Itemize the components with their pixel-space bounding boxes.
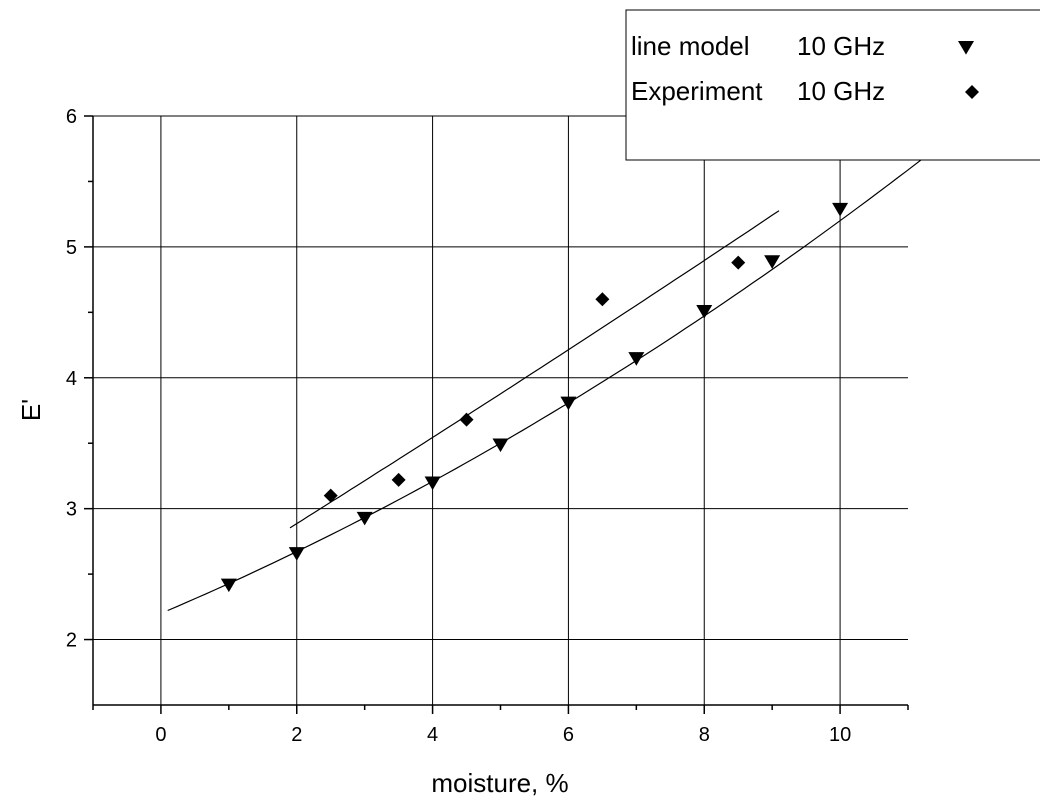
series-1-point-6 [628, 352, 645, 366]
series-1-point-2 [356, 511, 373, 526]
x-tick-label-1: 2 [291, 724, 302, 746]
x-tick-label-2: 4 [427, 724, 438, 746]
x-tick-label-5: 10 [829, 724, 851, 746]
x-tick-label-0: 0 [155, 724, 166, 746]
legend-series-2-frequency: 10 GHz [797, 76, 885, 106]
y-tick-label-4: 6 [66, 106, 77, 128]
series-2-point-3 [595, 292, 610, 307]
series-1-point-1 [288, 547, 305, 561]
series-1-point-8 [764, 255, 781, 269]
legend-box [625, 9, 1040, 161]
series-2-point-0 [323, 488, 338, 503]
series-1-point-0 [220, 578, 237, 593]
fit-lines [167, 148, 936, 612]
series-1-point-3 [424, 476, 441, 491]
legend-marker-series-2 [965, 85, 979, 99]
y-tick-label-3: 5 [66, 237, 77, 259]
series-1-point-7 [696, 305, 713, 319]
series-2-point-4 [731, 255, 746, 270]
legend-series-1-name: line model [631, 31, 750, 61]
series-1-point-9 [832, 202, 849, 217]
legend-marker-series-1 [958, 41, 974, 55]
x-axis-label: moisture, % [431, 768, 568, 798]
legend-markers [958, 41, 979, 99]
y-tick-label-1: 3 [66, 499, 77, 521]
axes: 0 2 4 6 8 10 2 3 4 5 6 [66, 106, 909, 746]
fit-line-series-1 [167, 148, 936, 612]
x-tick-label-3: 6 [563, 724, 574, 746]
series-1-point-4 [492, 438, 509, 453]
series-2-point-2 [459, 412, 474, 427]
y-tick-label-0: 2 [66, 630, 77, 652]
series-1-point-5 [560, 396, 577, 411]
y-axis-label: E' [16, 399, 46, 421]
series-2-point-1 [391, 472, 406, 487]
data-points [220, 202, 849, 593]
legend-series-1-frequency: 10 GHz [797, 31, 885, 61]
legend-series-2-name: Experiment [631, 76, 763, 106]
legend: line model 10 GHz Experiment 10 GHz [625, 9, 1040, 161]
fit-line-series-2 [289, 210, 780, 529]
grid [93, 115, 908, 705]
y-tick-label-2: 4 [66, 368, 77, 390]
x-tick-label-4: 8 [699, 724, 710, 746]
